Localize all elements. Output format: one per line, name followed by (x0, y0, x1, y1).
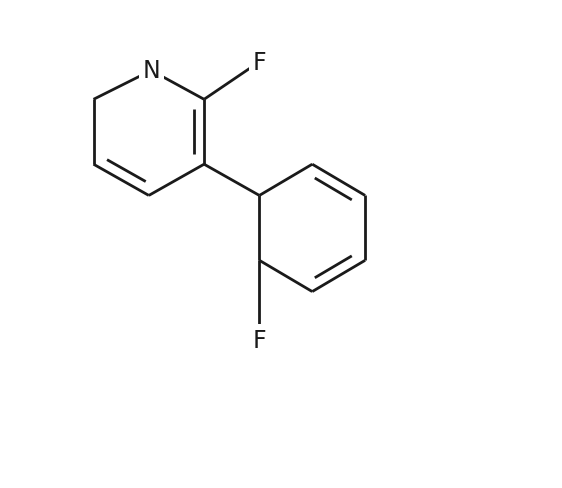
Text: F: F (252, 51, 266, 75)
Text: N: N (142, 60, 160, 83)
Text: F: F (252, 328, 266, 352)
